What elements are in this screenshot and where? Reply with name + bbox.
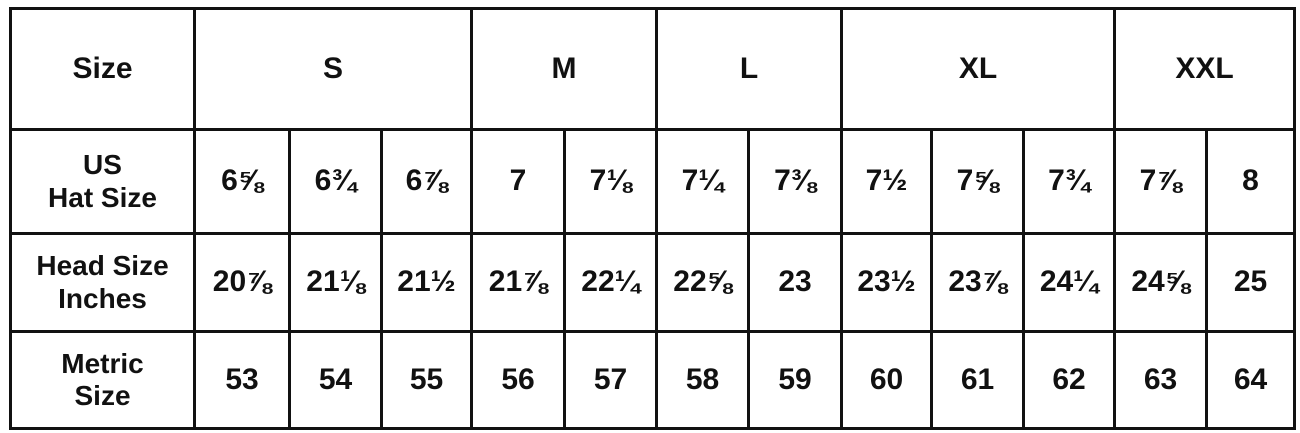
table-cell: 58 <box>655 330 750 430</box>
size-group-header: L <box>654 7 844 131</box>
table-cell: 54 <box>288 330 383 430</box>
table-cell: 59 <box>746 330 844 430</box>
size-group-header: XXL <box>1113 7 1297 131</box>
table-cell: 6¾ <box>288 128 383 235</box>
table-row: Head Size Inches 20⅞ 21⅛ 21½ 21⅞ 22¼ 22⅝ 23 23½ 23… <box>9 232 1297 333</box>
row-label: Head Size Inches <box>9 232 196 333</box>
row-label-line: Hat Size <box>48 181 157 213</box>
table-cell: 60 <box>840 330 934 430</box>
table-cell: 56 <box>470 330 566 430</box>
table-cell: 64 <box>1205 330 1297 430</box>
row-label: Metric Size <box>9 330 196 430</box>
table-cell: 20⅞ <box>193 232 291 333</box>
table-cell: 25 <box>1205 232 1297 333</box>
size-group-header: XL <box>840 7 1117 131</box>
table-cell: 7¾ <box>1022 128 1117 235</box>
table-cell: 22⅝ <box>655 232 750 333</box>
table-cell: 7⅛ <box>563 128 658 235</box>
table-cell: 57 <box>563 330 658 430</box>
table-cell: 22¼ <box>563 232 658 333</box>
table-cell: 55 <box>380 330 473 430</box>
table-cell: 7⅝ <box>930 128 1026 235</box>
table-cell: 61 <box>930 330 1026 430</box>
table-cell: 23½ <box>840 232 934 333</box>
table-cell: 6⅝ <box>193 128 291 235</box>
row-label-line: Metric <box>61 347 144 379</box>
table-cell: 62 <box>1022 330 1117 430</box>
table-row: US Hat Size 6⅝ 6¾ 6⅞ 7 7⅛ 7¼ 7⅜ 7½ 7⅝ 7¾ 7⅞ 8 <box>9 128 1297 235</box>
row-label-line: US <box>83 149 122 181</box>
size-group-header: S <box>193 7 473 131</box>
table-cell: 7 <box>470 128 566 235</box>
table-cell: 23 <box>746 232 844 333</box>
size-header: Size <box>9 7 196 131</box>
row-label: US Hat Size <box>9 128 196 235</box>
table-cell: 24⅝ <box>1113 232 1209 333</box>
table-cell: 8 <box>1205 128 1297 235</box>
row-label-line: Size <box>74 380 131 411</box>
hat-size-chart: Size S M L XL XXL US Hat Size 6⅝ 6¾ 6⅞ 7 7⅛ 7¼ 7⅜ 7½ 7⅝ 7… <box>9 7 1297 430</box>
size-group-header: M <box>470 7 658 131</box>
table-cell: 7⅜ <box>746 128 844 235</box>
table-cell: 23⅞ <box>930 232 1026 333</box>
table-cell: 21⅞ <box>470 232 566 333</box>
table-cell: 21⅛ <box>288 232 383 333</box>
table-cell: 7¼ <box>655 128 750 235</box>
table-cell: 7½ <box>840 128 934 235</box>
table-cell: 21½ <box>380 232 473 333</box>
table-cell: 7⅞ <box>1113 128 1209 235</box>
table-cell: 53 <box>193 330 291 430</box>
row-label-line: Head Size <box>36 250 169 282</box>
row-label-line: Inches <box>58 282 147 314</box>
table-row: Metric Size 53 54 55 56 57 58 59 60 61 62 63 64 <box>9 330 1297 430</box>
table-cell: 63 <box>1113 330 1209 430</box>
table-cell: 6⅞ <box>380 128 473 235</box>
table-cell: 24¼ <box>1022 232 1117 333</box>
header-row: Size S M L XL XXL <box>9 7 1297 131</box>
